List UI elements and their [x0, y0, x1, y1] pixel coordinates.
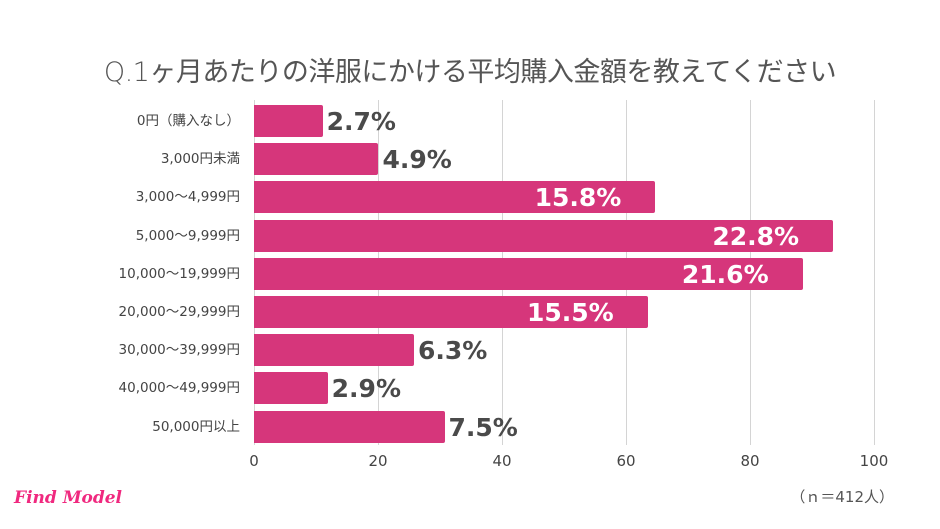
bar — [254, 296, 648, 328]
find-model-logo: Find Model — [14, 488, 123, 508]
gridline — [874, 100, 875, 445]
category-label: 0円（購入なし） — [136, 113, 240, 129]
x-tick-label: 100 — [859, 452, 889, 470]
bar-value-label: 2.9% — [331, 374, 401, 404]
category-label: 40,000〜49,999円 — [118, 380, 240, 397]
bar-value-label: 15.8% — [534, 183, 622, 213]
sample-size-note: （ｎ＝412人） — [790, 488, 894, 506]
x-tick-label: 40 — [492, 452, 512, 470]
bar-row: 15.8% — [254, 181, 874, 214]
bar-row: 6.3% — [254, 334, 874, 367]
bar-row: 4.9% — [254, 143, 874, 176]
category-label: 50,000円以上 — [152, 418, 240, 435]
bar — [254, 181, 656, 214]
chart-title: Q.1ヶ月あたりの洋服にかける平均購入金額を教えてください — [103, 57, 837, 88]
category-label: 3,000円未満 — [160, 151, 240, 168]
bar-value-label: 6.3% — [418, 336, 488, 366]
bar-row: 2.9% — [254, 372, 874, 405]
x-tick-label: 20 — [368, 452, 388, 470]
bar — [254, 372, 328, 405]
bar — [254, 257, 803, 290]
x-tick-label: 80 — [740, 452, 760, 470]
plot-area: 2.7% 4.9% 15.8% 22.8% 21.6% 15.5% 6.3% 2.9% 7.5% — [254, 100, 875, 445]
bar-value-label: 15.5% — [526, 298, 614, 327]
bar-row: 7.5% — [254, 410, 874, 443]
bar-row: 2.7% — [254, 105, 874, 137]
bar-row: 21.6% — [254, 257, 874, 290]
bar-value-label: 21.6% — [681, 259, 769, 289]
bar-value-label: 4.9% — [382, 145, 452, 175]
category-label: 10,000〜19,999円 — [118, 265, 240, 282]
bar-value-label: 22.8% — [712, 221, 800, 251]
bar-value-label: 2.7% — [326, 107, 396, 136]
bar — [254, 334, 415, 367]
category-label: 3,000〜4,999円 — [135, 189, 240, 206]
bar-row: 22.8% — [254, 219, 874, 252]
x-tick-label: 60 — [616, 452, 636, 470]
bar-value-label: 7.5% — [448, 412, 518, 442]
bar — [254, 143, 379, 176]
category-label: 5,000〜9,999円 — [135, 227, 240, 244]
x-tick-label: 0 — [249, 452, 259, 470]
category-label: 20,000〜29,999円 — [118, 304, 240, 320]
bar — [254, 410, 445, 443]
category-label: 30,000〜39,999円 — [118, 342, 240, 359]
bar-row: 15.5% — [254, 296, 874, 328]
bar — [254, 219, 834, 252]
bar — [254, 105, 323, 137]
